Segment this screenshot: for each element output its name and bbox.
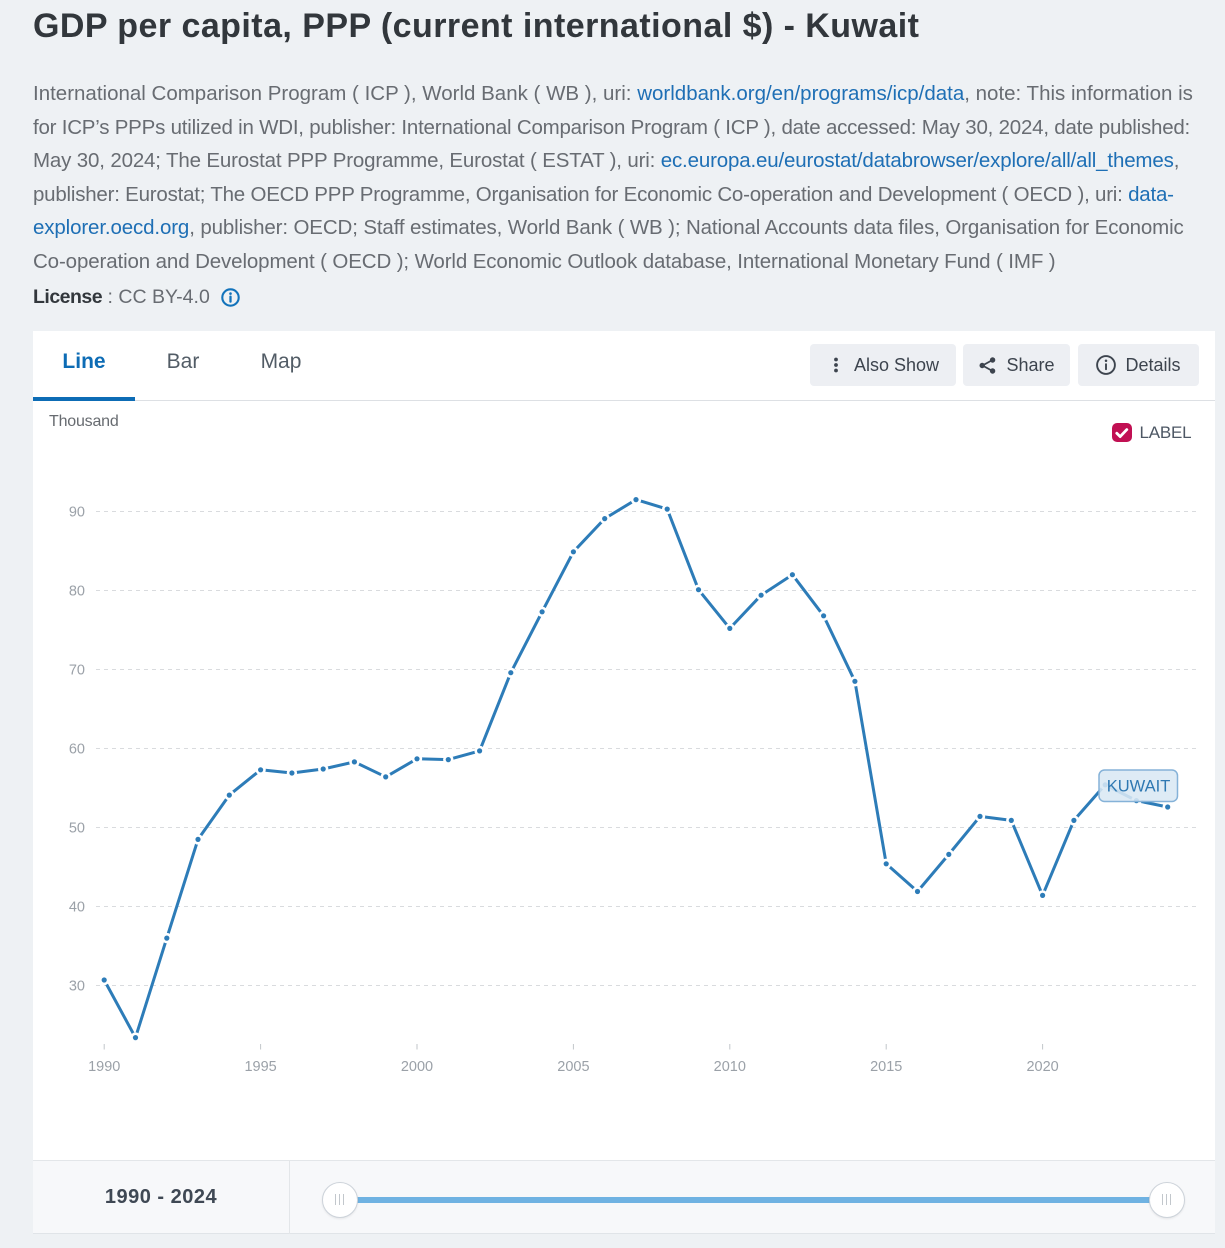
svg-text:60: 60 bbox=[69, 742, 85, 758]
svg-text:2010: 2010 bbox=[714, 1059, 746, 1075]
svg-text:1990: 1990 bbox=[88, 1059, 120, 1075]
svg-text:KUWAIT: KUWAIT bbox=[1107, 778, 1171, 796]
svg-text:30: 30 bbox=[69, 979, 85, 995]
svg-text:2020: 2020 bbox=[1026, 1059, 1058, 1075]
svg-text:40: 40 bbox=[69, 900, 85, 916]
svg-text:1995: 1995 bbox=[244, 1059, 276, 1075]
svg-text:50: 50 bbox=[69, 821, 85, 837]
svg-text:70: 70 bbox=[69, 663, 85, 679]
svg-text:2005: 2005 bbox=[557, 1059, 589, 1075]
svg-text:80: 80 bbox=[69, 584, 85, 600]
svg-text:90: 90 bbox=[69, 505, 85, 521]
svg-text:2000: 2000 bbox=[401, 1059, 433, 1075]
svg-text:2015: 2015 bbox=[870, 1059, 902, 1075]
